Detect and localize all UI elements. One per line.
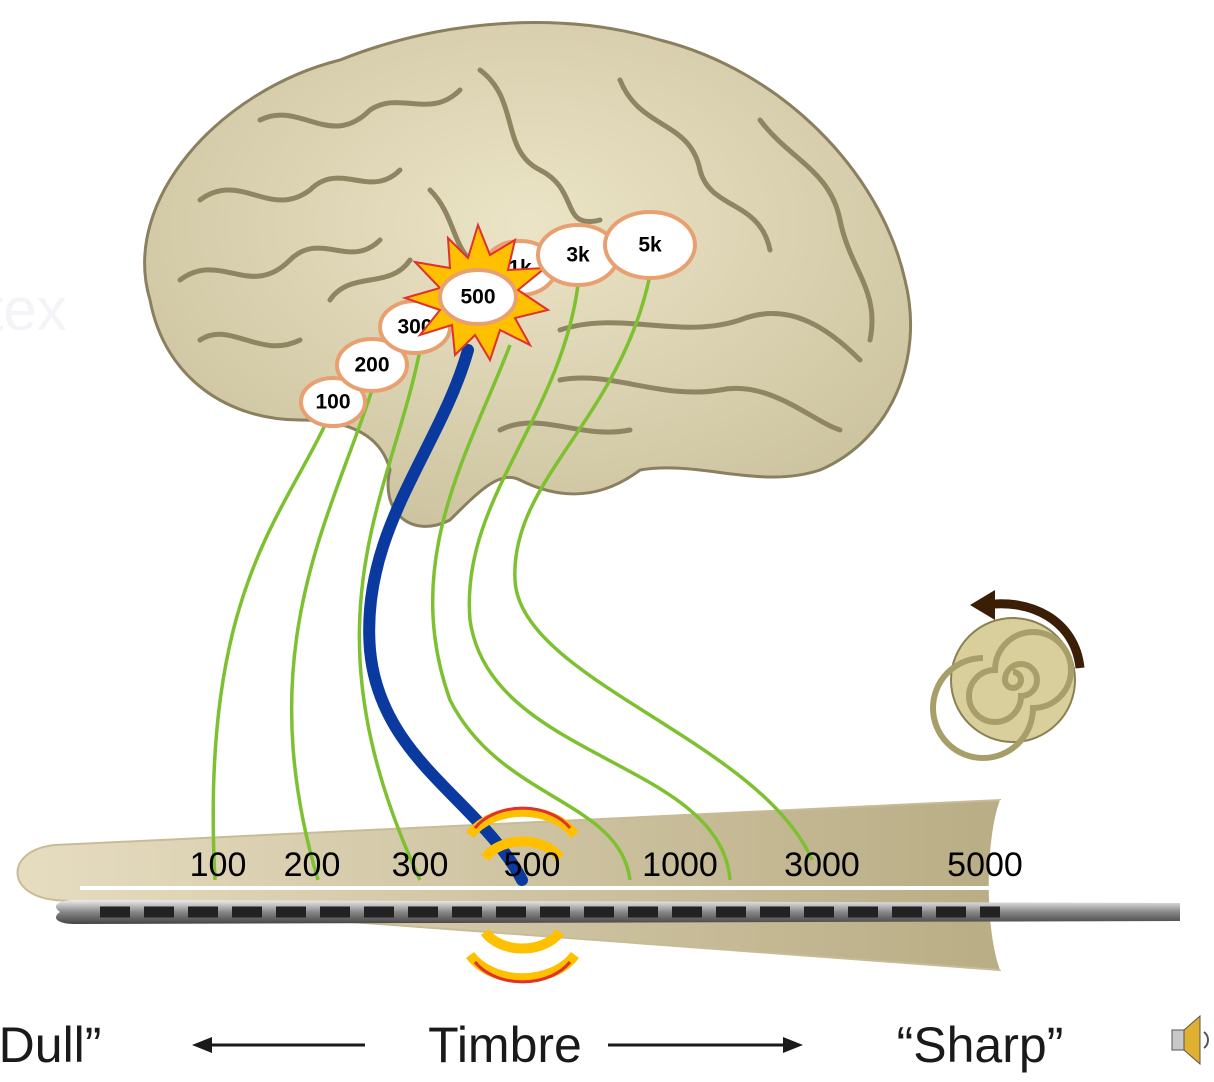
cochlea-label: 300 xyxy=(392,846,449,884)
brain-label: 200 xyxy=(354,354,389,377)
cochlea-label: 3000 xyxy=(784,846,860,884)
cochlea-labels: 100 200 300 500 1000 3000 5000 xyxy=(190,846,1023,884)
footer-right: “Sharp” xyxy=(897,1017,1064,1073)
sound-waves xyxy=(465,806,580,984)
brain-label: 5k xyxy=(638,234,662,257)
active-fiber xyxy=(363,344,528,886)
nerve-fibers xyxy=(211,274,814,881)
footer-left: “Dull” xyxy=(0,1017,101,1073)
cortex-label: Cortex xyxy=(0,276,67,343)
arrow-left xyxy=(192,1037,365,1053)
cochlea-label: 5000 xyxy=(947,846,1023,884)
brain-label: 100 xyxy=(315,391,350,414)
cochlea-label: 500 xyxy=(504,846,561,884)
cochlea-label: 100 xyxy=(190,846,247,884)
spiral-icon xyxy=(930,590,1085,761)
footer-center: Timbre xyxy=(428,1017,582,1073)
brain-label: 500 xyxy=(460,286,495,309)
cochlea-label: 200 xyxy=(284,846,341,884)
cochlea xyxy=(16,798,1180,972)
brain-nodes: 100 200 300 1k 500 3k 5k xyxy=(299,210,697,428)
speaker-icon[interactable] xyxy=(1171,1014,1209,1066)
cochlea-label: 1000 xyxy=(642,846,718,884)
arrow-right xyxy=(608,1037,803,1053)
brain-label: 3k xyxy=(566,244,590,267)
